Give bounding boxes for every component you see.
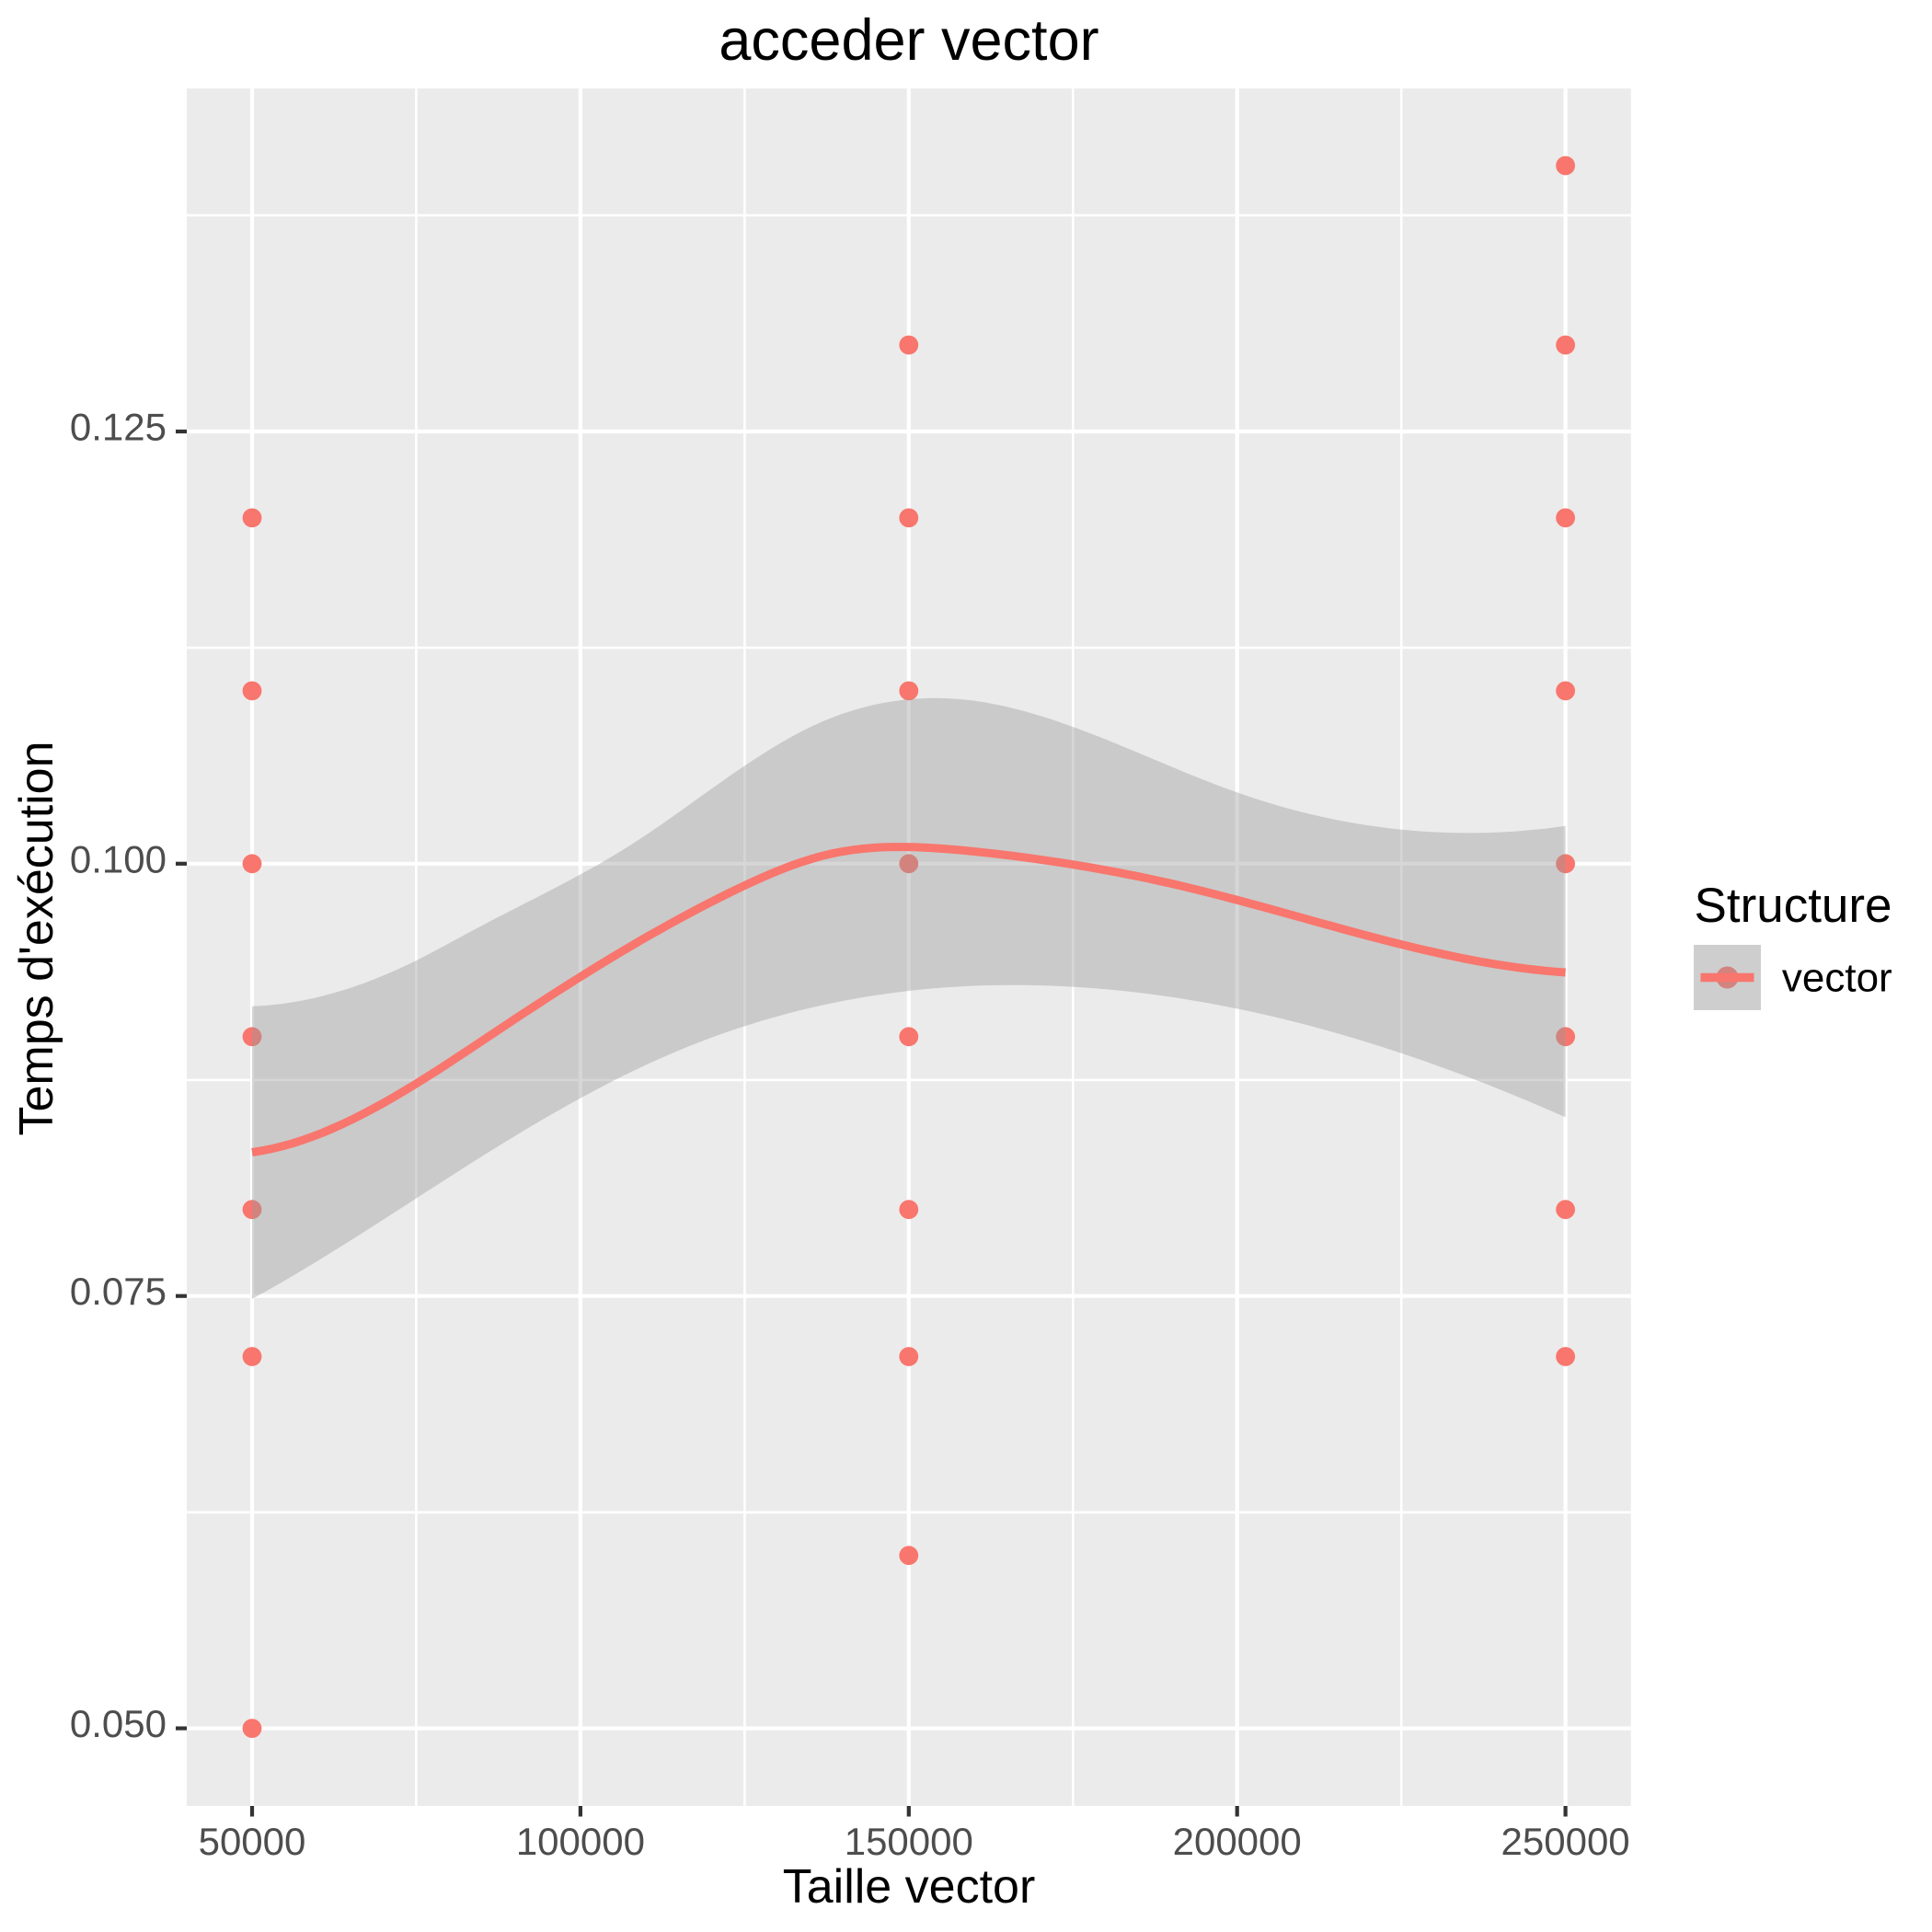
svg-text:200000: 200000 (1173, 1820, 1302, 1863)
svg-text:Structure: Structure (1695, 879, 1892, 933)
svg-text:0.100: 0.100 (70, 837, 167, 880)
svg-text:0.075: 0.075 (70, 1270, 167, 1313)
svg-text:250000: 250000 (1501, 1820, 1630, 1863)
svg-text:Taille vector: Taille vector (783, 1860, 1036, 1914)
svg-text:100000: 100000 (516, 1820, 645, 1863)
svg-text:0.050: 0.050 (70, 1702, 167, 1745)
svg-text:acceder vector: acceder vector (719, 8, 1098, 73)
svg-text:50000: 50000 (199, 1820, 306, 1863)
svg-text:vector: vector (1782, 956, 1892, 1001)
svg-text:150000: 150000 (845, 1820, 973, 1863)
svg-text:Temps d'exécution: Temps d'exécution (10, 741, 63, 1135)
svg-text:0.125: 0.125 (70, 406, 167, 449)
